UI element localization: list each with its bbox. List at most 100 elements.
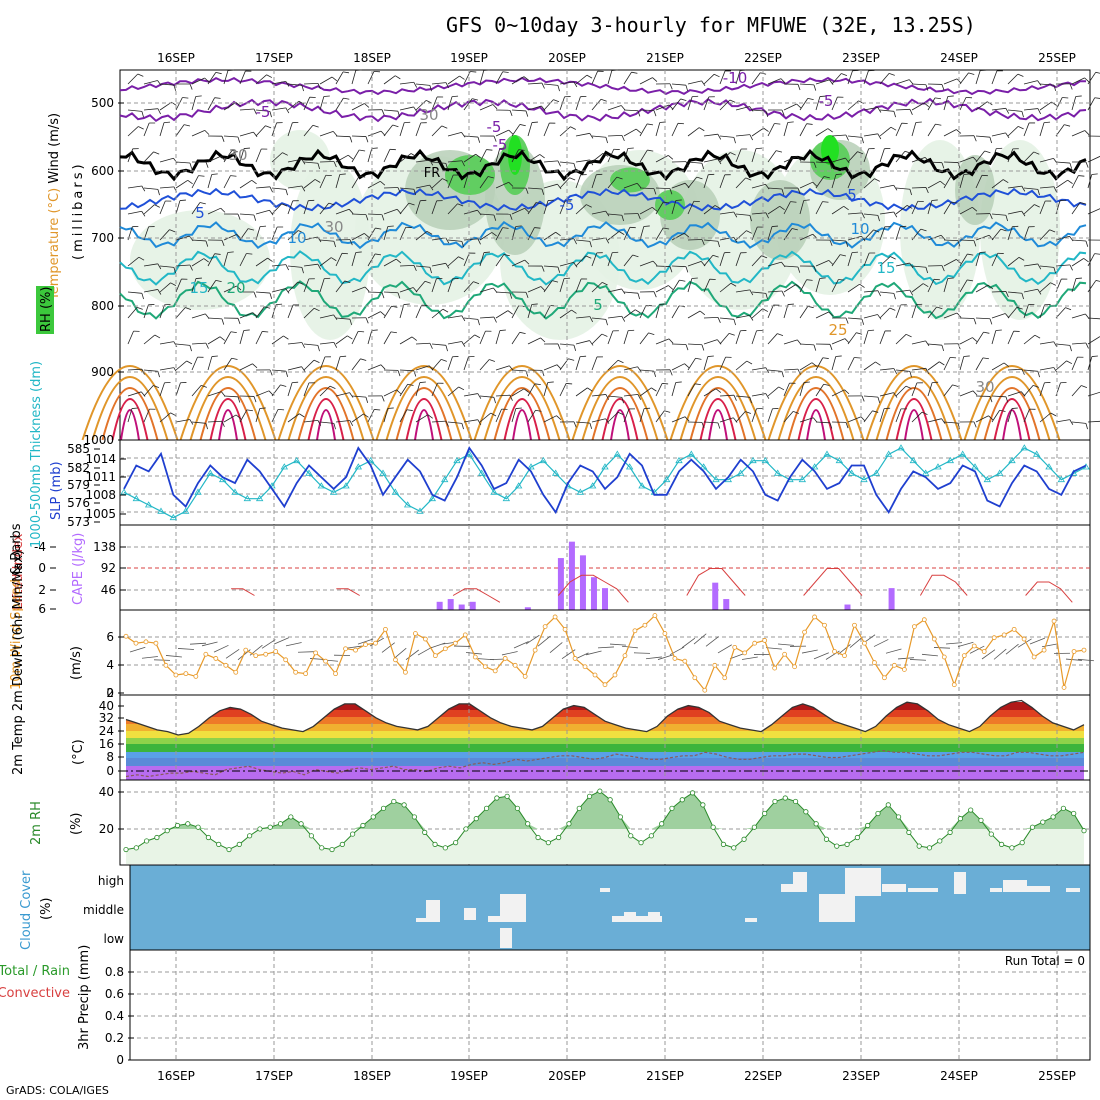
thickness-point — [280, 463, 289, 470]
wind-speed-point — [263, 651, 269, 657]
wind-speed-point — [921, 617, 927, 623]
wind-barb — [783, 411, 794, 423]
wind-barb-flag — [1081, 385, 1088, 388]
wind-barb — [911, 122, 917, 137]
wind-barb — [751, 308, 763, 319]
wind-barb — [431, 278, 437, 293]
wind-barb — [527, 105, 542, 111]
thickness-point — [773, 469, 782, 476]
wind-barb-flag — [141, 185, 146, 192]
wind-barb — [815, 384, 824, 397]
wind-barb-flag — [717, 317, 721, 323]
rh-point — [442, 845, 448, 851]
wind-barb — [943, 421, 958, 424]
warm-contour — [414, 409, 434, 441]
wind-barb — [527, 122, 533, 137]
wind-barb-flag — [259, 407, 266, 409]
rh-point — [937, 838, 943, 844]
rh-point — [679, 797, 685, 803]
surface-barb — [261, 639, 276, 649]
wind-barb — [815, 79, 830, 85]
wind-barb — [543, 364, 558, 371]
wind-barb — [623, 330, 629, 345]
wind-barb-flag — [874, 178, 880, 182]
wind-barb-flag — [1075, 95, 1082, 97]
wind-barb-flag — [231, 357, 238, 360]
wind-barb — [191, 239, 206, 242]
wind-barb-flag — [856, 332, 863, 335]
wind-speed-point — [482, 664, 488, 670]
wind-speed-point — [442, 646, 448, 652]
wind-speed-point — [123, 633, 129, 639]
warm-contour — [218, 409, 238, 441]
wind-barb-flag — [893, 111, 896, 118]
tick-label: 24 — [99, 724, 114, 738]
wind-barb — [943, 201, 952, 215]
wind-barb-flag — [967, 253, 974, 256]
wind-barb — [767, 261, 782, 267]
wind-barb — [351, 286, 366, 293]
wind-barb — [415, 414, 429, 423]
wind-barb-flag — [525, 110, 529, 117]
wind-barb-flag — [774, 123, 781, 125]
wind-barb — [383, 305, 392, 319]
wind-barb-flag — [909, 262, 914, 269]
rh-point — [751, 824, 757, 830]
wind-speed-point — [203, 651, 209, 657]
wind-barb-flag — [602, 152, 609, 157]
wind-barb — [959, 356, 965, 371]
tick-label: 500 — [91, 96, 114, 110]
wind-barb — [479, 359, 490, 371]
wind-barb-flag — [461, 241, 464, 248]
wind-barb — [991, 70, 998, 85]
wind-barb-flag — [841, 73, 848, 77]
wind-barb — [463, 252, 470, 267]
wind-barb — [895, 79, 910, 85]
wind-barb-flag — [861, 318, 865, 325]
rh-point — [463, 826, 469, 832]
contour-line — [119, 187, 1087, 212]
wind-barb — [735, 134, 750, 137]
wind-barb-flag — [1016, 306, 1023, 310]
wind-barb-flag — [573, 262, 578, 268]
wind-barb — [655, 201, 664, 215]
wind-barb — [975, 135, 990, 138]
wind-barb-flag — [829, 422, 833, 429]
wind-barb — [671, 123, 679, 137]
wind-barb-flag — [1065, 307, 1072, 311]
wind-barb — [207, 253, 216, 267]
wind-barb-flag — [317, 83, 321, 89]
rh-shade-light — [290, 160, 370, 340]
wind-barb — [399, 122, 405, 137]
wind-barb-flag — [589, 423, 593, 430]
tick-label: 40 — [99, 699, 114, 713]
wind-barb — [255, 257, 268, 267]
cloud-block — [819, 894, 855, 922]
wind-barb — [303, 161, 318, 164]
wind-barb — [223, 414, 237, 423]
wind-barb-flag — [184, 124, 191, 127]
bottom-date-label: 21SEP — [646, 1069, 684, 1083]
wind-barb — [847, 252, 853, 267]
wind-barb-flag — [301, 342, 306, 349]
wind-barb — [415, 231, 428, 241]
wind-barb-flag — [219, 336, 225, 341]
precip-ylabel: 3hr Precip (mm) — [77, 945, 92, 1050]
wind-barb — [991, 179, 1004, 189]
wind-barb — [159, 157, 174, 163]
wind-barb — [351, 175, 360, 189]
wind-barb-flag — [1053, 85, 1057, 91]
wind-barb — [511, 408, 517, 423]
wind-barb — [879, 109, 894, 112]
wind-barb-flag — [1037, 263, 1042, 270]
wind-barb — [607, 105, 622, 111]
wind-barb-flag — [347, 154, 354, 160]
cloud-block — [1066, 888, 1080, 892]
rh-point — [792, 798, 799, 805]
wind-barb — [351, 395, 366, 398]
wind-barb-flag — [749, 134, 753, 141]
warm-contour — [973, 376, 1051, 441]
wind-barb-flag — [301, 158, 306, 165]
bottom-date-label: 22SEP — [744, 1069, 782, 1083]
wind-barb-flag — [540, 286, 546, 292]
